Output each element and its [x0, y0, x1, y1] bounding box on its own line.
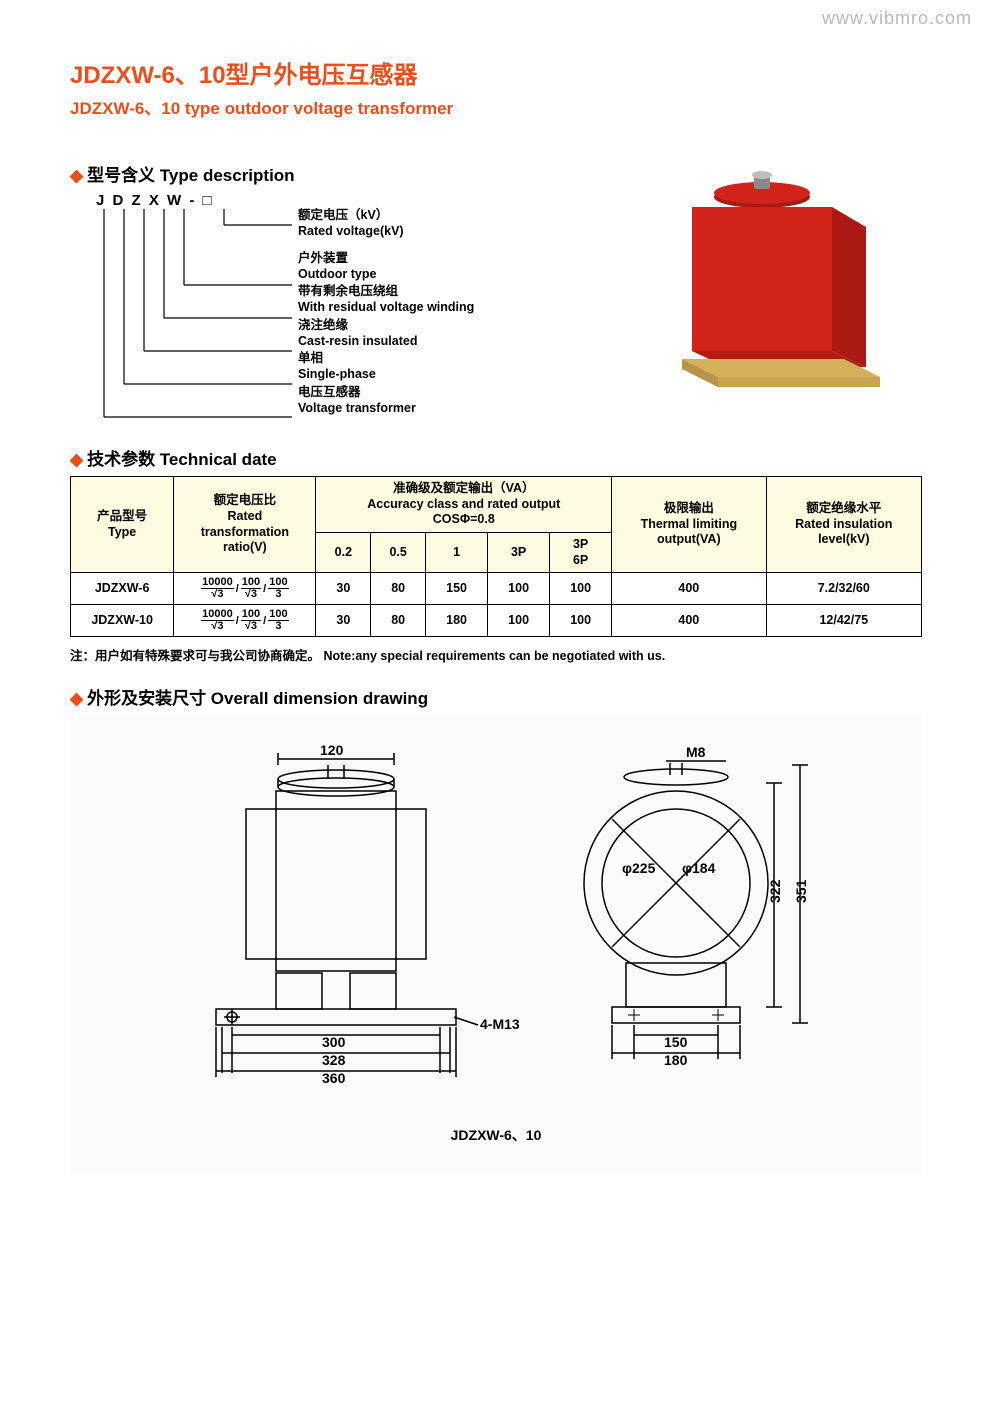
svg-text:322: 322 — [767, 880, 783, 904]
desc-item-en: Voltage transformer — [298, 400, 474, 416]
cell-acc: 100 — [550, 573, 612, 605]
svg-text:360: 360 — [322, 1070, 346, 1086]
th-acc-col: 0.2 — [316, 532, 371, 572]
cell-acc: 80 — [371, 605, 426, 637]
cell-acc: 30 — [316, 573, 371, 605]
desc-item-cn: 浇注绝缘 — [298, 317, 474, 333]
cell-acc: 180 — [426, 605, 488, 637]
cell-ratio: 10000√3/100√3/1003 — [174, 605, 316, 637]
desc-item-en: Single-phase — [298, 366, 474, 382]
desc-item-en: With residual voltage winding — [298, 299, 474, 315]
cell-ratio: 10000√3/100√3/1003 — [174, 573, 316, 605]
dimension-drawing-area: 120 300 328 — [70, 715, 922, 1173]
section-dimension-drawing: 外形及安装尺寸 Overall dimension drawing — [70, 684, 922, 709]
section-technical-data: 技术参数 Technical date — [70, 445, 922, 470]
watermark-text: www.vibmro.com — [822, 8, 972, 29]
page-title-cn: JDZXW-6、10型户外电压互感器 — [70, 55, 922, 90]
svg-text:φ184: φ184 — [682, 860, 716, 876]
svg-text:300: 300 — [322, 1034, 346, 1050]
dimension-caption: JDZXW-6、10 — [80, 1125, 912, 1145]
svg-text:150: 150 — [664, 1034, 688, 1050]
cell-type: JDZXW-6 — [71, 573, 174, 605]
cell-thermal: 400 — [612, 605, 766, 637]
svg-text:180: 180 — [664, 1052, 688, 1068]
th-insulation: 额定绝缘水平 Rated insulation level(kV) — [766, 477, 921, 573]
svg-text:M8: M8 — [686, 744, 706, 760]
desc-item-cn: 户外装置 — [298, 250, 474, 266]
page-title-en: JDZXW-6、10 type outdoor voltage transfor… — [70, 94, 922, 119]
cell-acc: 100 — [550, 605, 612, 637]
cell-insulation: 7.2/32/60 — [766, 573, 921, 605]
th-type: 产品型号 Type — [71, 477, 174, 573]
cell-acc: 150 — [426, 573, 488, 605]
cell-insulation: 12/42/75 — [766, 605, 921, 637]
svg-text:φ225: φ225 — [622, 860, 656, 876]
svg-text:351: 351 — [793, 880, 809, 904]
type-code-diagram: 额定电压（kV） Rated voltage(kV) 户外装置 Outdoor … — [96, 209, 582, 425]
desc-item-cn: 电压互感器 — [298, 384, 474, 400]
cell-acc: 100 — [488, 605, 550, 637]
th-acc-col: 3P — [488, 532, 550, 572]
section-type-description: 型号含义 Type description — [70, 161, 582, 186]
svg-text:120: 120 — [320, 742, 344, 758]
cell-thermal: 400 — [612, 573, 766, 605]
th-accuracy: 准确级及额定输出（VA） Accuracy class and rated ou… — [316, 477, 612, 533]
desc-item-cn: 额定电压（kV） — [298, 207, 474, 223]
th-acc-col: 1 — [426, 532, 488, 572]
product-photo — [602, 141, 922, 421]
desc-item-cn: 单相 — [298, 350, 474, 366]
th-acc-col: 0.5 — [371, 532, 426, 572]
th-acc-col: 3P 6P — [550, 532, 612, 572]
svg-text:328: 328 — [322, 1052, 346, 1068]
table-note: 注：用户如有特殊要求可与我公司协商确定。 Note:any special re… — [70, 645, 922, 664]
dimension-drawing-svg: 120 300 328 — [136, 733, 856, 1113]
technical-table: 产品型号 Type 额定电压比 Rated transformation rat… — [70, 476, 922, 637]
desc-item-en: Cast-resin insulated — [298, 333, 474, 349]
th-ratio: 额定电压比 Rated transformation ratio(V) — [174, 477, 316, 573]
desc-item-en: Outdoor type — [298, 266, 474, 282]
desc-item-en: Rated voltage(kV) — [298, 223, 474, 239]
th-thermal: 极限输出 Thermal limiting output(VA) — [612, 477, 766, 573]
table-row: JDZXW-1010000√3/100√3/100330801801001004… — [71, 605, 922, 637]
type-bracket-svg — [96, 209, 296, 425]
desc-item-cn: 带有剩余电压绕组 — [298, 283, 474, 299]
product-photo-svg — [632, 151, 892, 411]
cell-acc: 30 — [316, 605, 371, 637]
cell-acc: 80 — [371, 573, 426, 605]
table-row: JDZXW-610000√3/100√3/1003308015010010040… — [71, 573, 922, 605]
cell-type: JDZXW-10 — [71, 605, 174, 637]
svg-text:4-M13: 4-M13 — [480, 1016, 520, 1032]
cell-acc: 100 — [488, 573, 550, 605]
